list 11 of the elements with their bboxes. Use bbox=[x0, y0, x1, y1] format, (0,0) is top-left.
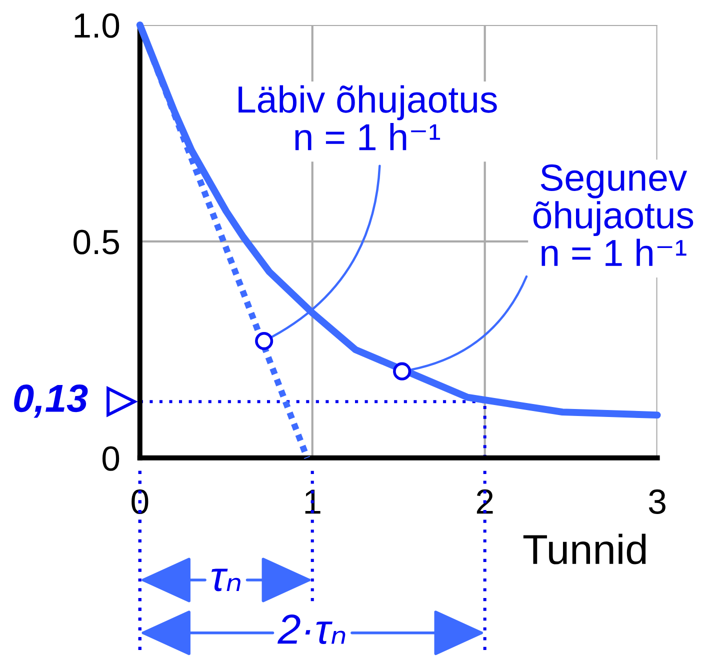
text: 2·τₙ bbox=[277, 614, 346, 644]
y-tick-label: 0.5 bbox=[74, 230, 119, 254]
x-tick-label: 3 bbox=[648, 489, 666, 514]
x-axis-title: Tunnid bbox=[523, 534, 646, 564]
y-tick-label: 1.0 bbox=[74, 13, 120, 38]
annotation: Segunev õhujaotus n = 1 h⁻¹ bbox=[533, 164, 694, 266]
x-tick-label: 0 bbox=[132, 489, 148, 514]
annotation: Läbiv õhujaotus n = 1 h⁻¹ bbox=[238, 85, 497, 150]
ref-line-label: 0,13 bbox=[14, 384, 88, 418]
y-tick-label: 0 bbox=[102, 446, 120, 471]
text: τₙ bbox=[212, 568, 240, 592]
